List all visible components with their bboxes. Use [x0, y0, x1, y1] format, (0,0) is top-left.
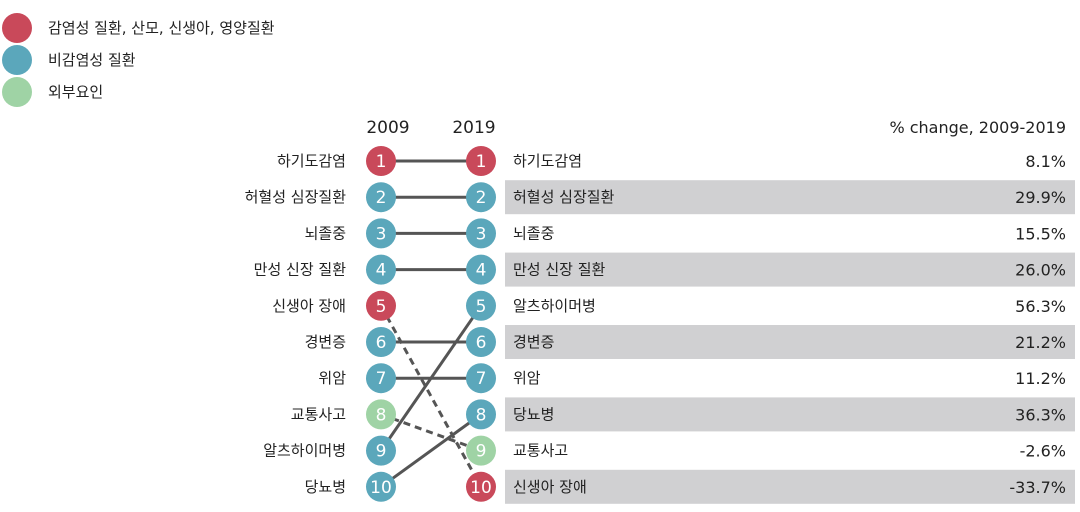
rank-number-2009: 9 [376, 442, 387, 462]
rank-number-2019: 6 [476, 333, 487, 353]
rank-marker-2009 [366, 471, 396, 502]
rank-marker-2009 [366, 146, 396, 176]
rank-marker-2019 [466, 146, 496, 176]
cause-label-2009: 위암 [318, 369, 346, 387]
cause-label-2009: 알츠하이머병 [263, 442, 346, 460]
rank-number-2019: 10 [470, 478, 492, 498]
legend-swatch-communicable [2, 13, 32, 43]
cause-label-2019: 신생아 장애 [513, 478, 587, 496]
percent-change: 11.2% [1015, 369, 1066, 388]
rank-number-2009: 10 [370, 478, 392, 498]
percent-change: 26.0% [1015, 261, 1066, 280]
rank-number-2009: 1 [376, 152, 387, 172]
rank-marker-2019 [466, 363, 496, 394]
cause-label-2009: 허혈성 심장질환 [245, 188, 347, 206]
percent-change: 36.3% [1015, 405, 1066, 424]
row-band-8 [505, 397, 1075, 432]
cause-label-2009: 뇌졸중 [305, 224, 346, 242]
rank-number-2019: 7 [476, 369, 487, 389]
rank-number-2019: 2 [476, 188, 487, 208]
rank-marker-2019 [466, 254, 496, 285]
row-band-4 [505, 252, 1075, 287]
rank-number-2019: 5 [476, 297, 487, 317]
change-header: % change, 2009-2019 [889, 118, 1066, 137]
slope-line [380, 412, 482, 453]
percent-change: 56.3% [1015, 297, 1066, 316]
cause-label-2009: 당뇨병 [305, 478, 346, 496]
rank-number-2009: 2 [376, 188, 387, 208]
cause-label-2019: 하기도감염 [513, 152, 582, 170]
legend-label-noncommunicable: 비감염성 질환 [48, 51, 136, 69]
row-bands [505, 180, 1075, 504]
rank-number-2019: 8 [476, 405, 487, 425]
rank-rows: 하기도감염 1 1 허혈성 심장질환 2 2 뇌졸중 3 3 만성 신장 질환 4 4 신생아 장애 5 1… [245, 146, 1066, 502]
rank-number-2009: 4 [376, 261, 387, 281]
rank-marker-2009 [366, 218, 396, 249]
slope-line [380, 413, 482, 489]
rank-marker-2019 [466, 399, 496, 430]
cause-label-2019: 당뇨병 [513, 405, 554, 423]
rank-marker-2019 [466, 327, 496, 357]
rank-number-2019: 9 [476, 442, 487, 462]
slope-lines [379, 159, 483, 489]
cause-label-2019: 알츠하이머병 [513, 297, 596, 315]
rank-number-2019: 1 [476, 152, 487, 172]
year-2019-label: 2019 [452, 118, 495, 138]
cause-label-2009: 신생아 장애 [272, 297, 346, 315]
rank-number-2009: 7 [376, 369, 387, 389]
rank-number-2009: 8 [376, 405, 387, 425]
rank-marker-2019 [466, 218, 496, 249]
percent-change: 29.9% [1015, 188, 1066, 207]
percent-change: -2.6% [1020, 442, 1066, 461]
cause-label-2009: 하기도감염 [277, 152, 346, 170]
rank-number-2019: 4 [476, 261, 487, 281]
cause-label-2019: 뇌졸중 [513, 224, 554, 242]
cause-label-2019: 만성 신장 질환 [513, 261, 606, 279]
rank-marker-2019 [466, 290, 496, 321]
rank-number-2019: 3 [476, 224, 487, 244]
cause-label-2019: 교통사고 [513, 442, 568, 460]
rank-marker-2009 [366, 363, 396, 394]
row-band-2 [505, 180, 1075, 215]
rank-marker-2019 [466, 435, 496, 466]
rank-marker-2009 [366, 327, 396, 357]
row-band-10 [505, 469, 1075, 504]
cause-label-2019: 위암 [513, 369, 541, 387]
row-band-6 [505, 325, 1075, 359]
rank-marker-2009 [366, 182, 396, 213]
percent-change: 21.2% [1015, 333, 1066, 352]
cause-label-2009: 경변증 [305, 333, 346, 351]
legend-label-injury: 외부요인 [48, 83, 103, 101]
rank-marker-2019 [466, 182, 496, 213]
cause-label-2019: 경변증 [513, 333, 554, 351]
cause-label-2009: 교통사고 [291, 405, 346, 423]
rank-marker-2009 [366, 435, 396, 466]
cause-label-2009: 만성 신장 질환 [254, 261, 347, 279]
percent-change: -33.7% [1009, 478, 1066, 497]
percent-change: 8.1% [1025, 152, 1066, 171]
rank-number-2009: 5 [376, 297, 387, 317]
legend-swatch-injury [2, 77, 32, 107]
legend-swatch-noncommunicable [2, 45, 32, 75]
percent-change: 15.5% [1015, 224, 1066, 243]
rank-marker-2019 [466, 471, 496, 502]
rank-marker-2009 [366, 254, 396, 285]
legend-label-communicable: 감염성 질환, 산모, 신생아, 영양질환 [48, 19, 275, 37]
rank-number-2009: 6 [376, 333, 387, 353]
rank-marker-2009 [366, 399, 396, 430]
slope-line [379, 305, 483, 488]
slope-line [379, 304, 483, 452]
rank-marker-2009 [366, 290, 396, 321]
cause-label-2019: 허혈성 심장질환 [513, 188, 615, 206]
year-2009-label: 2009 [366, 118, 409, 138]
rank-number-2009: 3 [376, 224, 387, 244]
